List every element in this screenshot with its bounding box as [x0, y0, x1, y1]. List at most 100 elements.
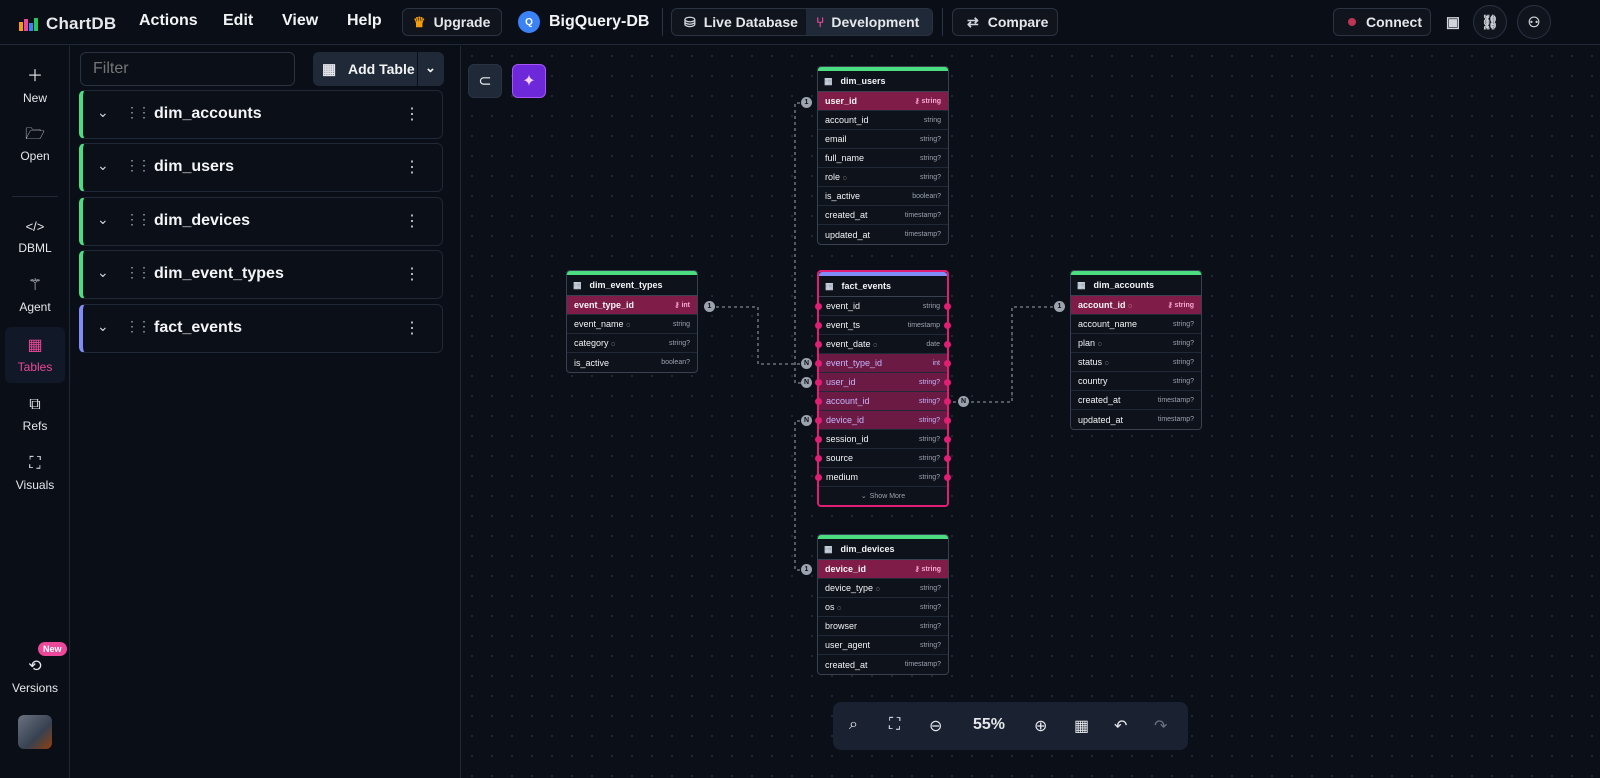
zoom-in-icon[interactable]: ⊕: [1034, 718, 1048, 735]
entity-fact-events[interactable]: ▦ fact_events event_id string event_ts time…: [815, 270, 951, 507]
entity-header[interactable]: ▦ dim_event_types: [567, 271, 697, 296]
sidebar-item-versions[interactable]: ⟲ Versions: [5, 646, 65, 706]
column-row[interactable]: is_active boolean?: [567, 353, 697, 372]
more-vertical-icon[interactable]: ⋮: [404, 106, 420, 123]
invite-user-button[interactable]: ⚇: [1517, 5, 1551, 39]
menu-actions[interactable]: Actions: [139, 12, 198, 29]
sidebar-item-tables[interactable]: ▦ Tables: [5, 327, 65, 383]
zoom-level[interactable]: 55%: [973, 716, 1006, 733]
entity-header[interactable]: ▦ dim_devices: [818, 535, 948, 560]
entity-dim-users[interactable]: ▦ dim_users user_id ⚷ string account_id str…: [817, 66, 949, 245]
chevron-down-icon[interactable]: ⌄: [425, 60, 436, 75]
live-database-tab[interactable]: ⛁ Live Database: [672, 9, 806, 35]
save-button[interactable]: ▣: [1440, 8, 1466, 36]
column-row[interactable]: event_ts timestamp: [815, 316, 951, 335]
zoom-out-icon[interactable]: ⊖: [929, 718, 943, 735]
column-row[interactable]: created_at timestamp?: [1071, 391, 1201, 410]
connector-handle[interactable]: [815, 341, 822, 348]
entity-dim-devices[interactable]: ▦ dim_devices device_id ⚷ string device_ty…: [817, 534, 949, 675]
sidebar-item-dbml[interactable]: </> DBML: [5, 210, 65, 262]
connector-handle[interactable]: [944, 360, 951, 367]
entity-dim-event-types[interactable]: ▦ dim_event_types event_type_id ⚷ int even…: [566, 270, 698, 373]
connector-handle[interactable]: [944, 379, 951, 386]
column-row[interactable]: updated_at timestamp?: [1071, 410, 1201, 429]
chevron-down-icon[interactable]: ⌄: [97, 211, 109, 227]
menu-edit[interactable]: Edit: [223, 12, 254, 29]
chevron-down-icon[interactable]: ⌄: [97, 157, 109, 173]
connector-handle[interactable]: [944, 455, 951, 462]
filter-input[interactable]: [80, 52, 295, 86]
more-vertical-icon[interactable]: ⋮: [404, 266, 420, 283]
chevron-down-icon[interactable]: ⌄: [97, 318, 109, 334]
connector-handle[interactable]: [944, 322, 951, 329]
entity-dim-accounts[interactable]: ▦ dim_accounts account_id ◌ ⚷ string accou…: [1070, 270, 1202, 430]
table-list-item[interactable]: ⌄ ⋮⋮ dim_accounts ⋮: [79, 90, 443, 139]
connect-button[interactable]: Connect: [1333, 8, 1431, 36]
menu-view[interactable]: View: [282, 12, 319, 29]
menu-help[interactable]: Help: [347, 12, 382, 29]
entity-header[interactable]: ▦ dim_accounts: [1071, 271, 1201, 296]
column-row[interactable]: session_id string?: [815, 430, 951, 449]
column-row[interactable]: created_at timestamp?: [818, 655, 948, 674]
column-row[interactable]: event_name ◌ string: [567, 315, 697, 334]
drag-handle-icon[interactable]: ⋮⋮: [125, 211, 151, 227]
column-row[interactable]: medium string?: [815, 468, 951, 487]
ai-sparkle-button[interactable]: ✦: [512, 64, 546, 98]
column-row[interactable]: user_id ⚷ string: [818, 92, 948, 111]
compare-button[interactable]: ⇄ Compare: [952, 8, 1058, 36]
connector-handle[interactable]: [815, 398, 822, 405]
connector-handle[interactable]: [944, 341, 951, 348]
connector-handle[interactable]: [815, 379, 822, 386]
column-row[interactable]: status ◌ string?: [1071, 353, 1201, 372]
sidebar-item-open[interactable]: 🗁 Open: [5, 118, 65, 170]
column-row[interactable]: account_name string?: [1071, 315, 1201, 334]
column-row[interactable]: user_id string?: [815, 373, 951, 392]
avatar[interactable]: [18, 715, 52, 749]
connector-handle[interactable]: [815, 303, 822, 310]
column-row[interactable]: event_id string: [815, 297, 951, 316]
redo-icon[interactable]: ↷: [1154, 718, 1168, 735]
connector-handle[interactable]: [815, 436, 822, 443]
fit-view-icon[interactable]: ⛶: [889, 716, 901, 733]
diagram-canvas[interactable]: ⊂ ✦ 1 N 1 N N 1 N 1 ▦ dim_users user_id ⚷ …: [462, 46, 1600, 778]
more-vertical-icon[interactable]: ⋮: [404, 213, 420, 230]
drag-handle-icon[interactable]: ⋮⋮: [125, 104, 151, 120]
column-row[interactable]: os ◌ string?: [818, 598, 948, 617]
drag-handle-icon[interactable]: ⋮⋮: [125, 264, 151, 280]
magnet-button[interactable]: ⊂: [468, 64, 502, 98]
column-row[interactable]: full_name string?: [818, 149, 948, 168]
development-tab[interactable]: ⑂ Development: [806, 9, 932, 35]
share-link-button[interactable]: ⛓: [1473, 5, 1507, 39]
column-row[interactable]: updated_at timestamp?: [818, 225, 948, 244]
sidebar-item-agent[interactable]: ⚚ Agent: [5, 269, 65, 321]
chevron-down-icon[interactable]: ⌄: [97, 264, 109, 280]
entity-header[interactable]: ▦ dim_users: [818, 67, 948, 92]
table-list-item[interactable]: ⌄ ⋮⋮ dim_event_types ⋮: [79, 250, 443, 299]
connector-handle[interactable]: [944, 303, 951, 310]
sidebar-item-visuals[interactable]: ⛶ Visuals: [5, 447, 65, 499]
column-row[interactable]: account_id string?: [815, 392, 951, 411]
column-row[interactable]: email string?: [818, 130, 948, 149]
connector-handle[interactable]: [815, 417, 822, 424]
table-list-item[interactable]: ⌄ ⋮⋮ fact_events ⋮: [79, 304, 443, 353]
undo-icon[interactable]: ↶: [1114, 718, 1128, 735]
connector-handle[interactable]: [944, 474, 951, 481]
drag-handle-icon[interactable]: ⋮⋮: [125, 157, 151, 173]
layout-grid-icon[interactable]: ▦: [1074, 718, 1090, 735]
column-row[interactable]: role ◌ string?: [818, 168, 948, 187]
connector-handle[interactable]: [815, 474, 822, 481]
column-row[interactable]: device_type ◌ string?: [818, 579, 948, 598]
column-row[interactable]: source string?: [815, 449, 951, 468]
sidebar-item-new[interactable]: ＋ New: [5, 60, 65, 112]
more-vertical-icon[interactable]: ⋮: [404, 320, 420, 337]
database-name[interactable]: Q BigQuery-DB: [518, 11, 649, 33]
entity-header[interactable]: ▦ fact_events: [819, 272, 947, 297]
column-row[interactable]: account_id ◌ ⚷ string: [1071, 296, 1201, 315]
column-row[interactable]: country string?: [1071, 372, 1201, 391]
connector-handle[interactable]: [944, 436, 951, 443]
search-icon[interactable]: ⌕: [849, 716, 858, 733]
app-logo[interactable]: ChartDB: [19, 14, 116, 34]
column-row[interactable]: event_type_id ⚷ int: [567, 296, 697, 315]
column-row[interactable]: browser string?: [818, 617, 948, 636]
sidebar-item-refs[interactable]: ⧉ Refs: [5, 388, 65, 440]
